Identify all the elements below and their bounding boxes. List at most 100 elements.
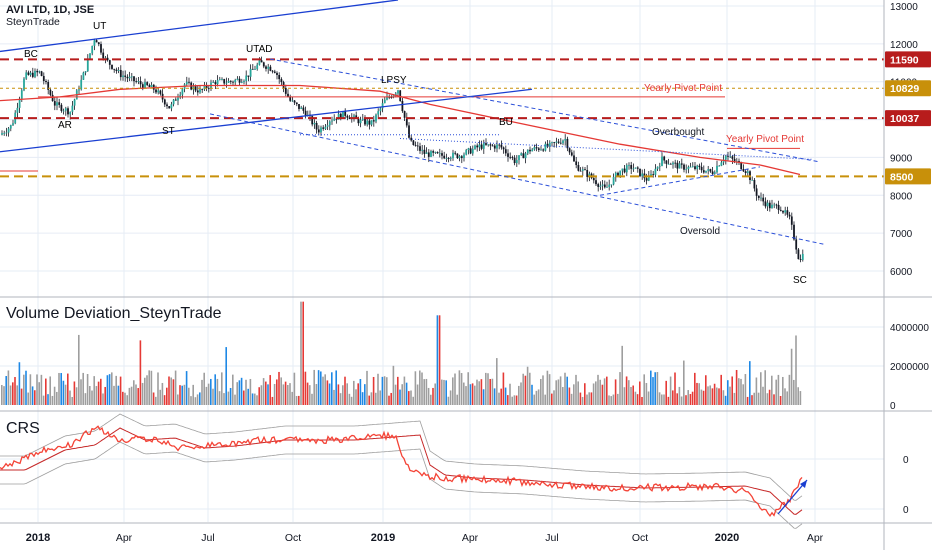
volume-pane-title[interactable]: Volume Deviation_SteynTrade: [6, 305, 222, 322]
volume-bar: [485, 372, 487, 405]
candle-body: [16, 107, 19, 113]
candle-body: [564, 138, 567, 141]
volume-bar: [749, 361, 751, 405]
candle-body: [546, 143, 549, 147]
candle-body: [636, 167, 639, 169]
candle-body: [353, 115, 355, 117]
volume-bar: [91, 390, 93, 405]
volume-bar: [271, 396, 274, 405]
volume-bar: [590, 392, 593, 405]
candle-body: [432, 151, 435, 153]
candle-body: [135, 81, 138, 82]
volume-bar: [42, 395, 45, 405]
candle-body: [196, 90, 199, 93]
candle-body: [738, 161, 740, 163]
candle-body: [370, 120, 373, 125]
candle-body: [245, 75, 248, 81]
candle-body: [630, 165, 633, 169]
volume-bar: [196, 394, 199, 405]
candle-body: [93, 40, 96, 46]
candle-body: [124, 75, 127, 77]
candle-body: [410, 137, 413, 141]
volume-bar: [287, 384, 289, 405]
candle-body: [658, 165, 661, 167]
volume-bar: [718, 388, 720, 405]
volume-bar: [108, 374, 111, 405]
wedge-dash: [599, 166, 761, 196]
volume-bar: [773, 394, 775, 405]
volume-bar: [346, 383, 348, 405]
volume-bar: [621, 345, 623, 405]
volume-plot[interactable]: [1, 301, 802, 405]
candle-body: [203, 85, 206, 90]
symbol-legend[interactable]: AVI LTD, 1D, JSE SteynTrade: [6, 4, 94, 28]
volume-bar: [606, 376, 608, 405]
price-plot[interactable]: [0, 0, 884, 263]
volume-bar: [540, 378, 542, 405]
candle-body: [500, 144, 503, 148]
volume-bar: [680, 396, 683, 405]
volume-bar: [581, 396, 584, 405]
label-yearly-pivot-1: Yearly Pivot Point: [644, 83, 722, 94]
volume-bar: [210, 378, 212, 405]
price-tick-label: 12000: [890, 40, 918, 51]
volume-bar: [592, 383, 595, 405]
candle-body: [392, 94, 395, 98]
volume-bar: [25, 370, 27, 405]
crs-upper-band: [0, 413, 803, 501]
candle-body: [766, 202, 769, 207]
volume-bar: [518, 385, 520, 405]
volume-bar: [350, 396, 353, 405]
price-tick-label: 9000: [890, 153, 913, 164]
volume-bar: [733, 392, 736, 405]
label-utad: UTAD: [246, 44, 272, 55]
volume-bar: [562, 387, 564, 405]
candle-body: [254, 69, 256, 70]
candle-body: [799, 259, 802, 260]
candle-body: [775, 204, 778, 206]
candle-body: [108, 60, 111, 65]
crs-pane-title[interactable]: CRS: [6, 420, 40, 437]
candle-body: [293, 100, 296, 103]
volume-tick-label: 4000000: [890, 323, 929, 334]
volume-bar: [282, 384, 285, 405]
candle-body: [705, 170, 707, 173]
candle-body: [205, 85, 208, 89]
volume-bar: [588, 392, 590, 405]
volume-bar: [500, 388, 502, 405]
volume-bar: [166, 387, 168, 405]
volume-bar: [656, 372, 659, 405]
candle-body: [685, 169, 688, 170]
candle-body: [610, 184, 613, 186]
volume-bar: [425, 378, 428, 405]
volume-bar: [69, 390, 71, 405]
price-badge: [885, 80, 931, 97]
crs-plot[interactable]: [0, 413, 808, 529]
volume-bar: [586, 394, 588, 405]
volume-bar: [284, 381, 287, 405]
candle-body: [608, 184, 611, 188]
volume-bar: [190, 396, 192, 405]
crs-tick-label: 0: [903, 455, 909, 466]
volume-bar: [344, 376, 346, 405]
candle-body: [416, 145, 419, 147]
candle-body: [302, 107, 305, 111]
volume-bar: [254, 393, 256, 405]
candle-body: [515, 160, 518, 164]
time-tick-label: 2020: [715, 532, 739, 544]
candle-body: [386, 96, 388, 100]
candle-body: [67, 108, 69, 115]
candle-body: [71, 105, 74, 112]
volume-bar: [276, 379, 278, 405]
volume-bar: [700, 389, 703, 405]
candle-body: [291, 100, 294, 102]
candle-body: [482, 143, 485, 149]
candle-body: [86, 58, 89, 72]
candle-body: [419, 146, 421, 151]
candle-body: [731, 156, 734, 159]
volume-bar: [537, 389, 540, 405]
candle-body: [3, 133, 6, 134]
candle-body: [269, 66, 272, 71]
candle-body: [698, 165, 701, 167]
